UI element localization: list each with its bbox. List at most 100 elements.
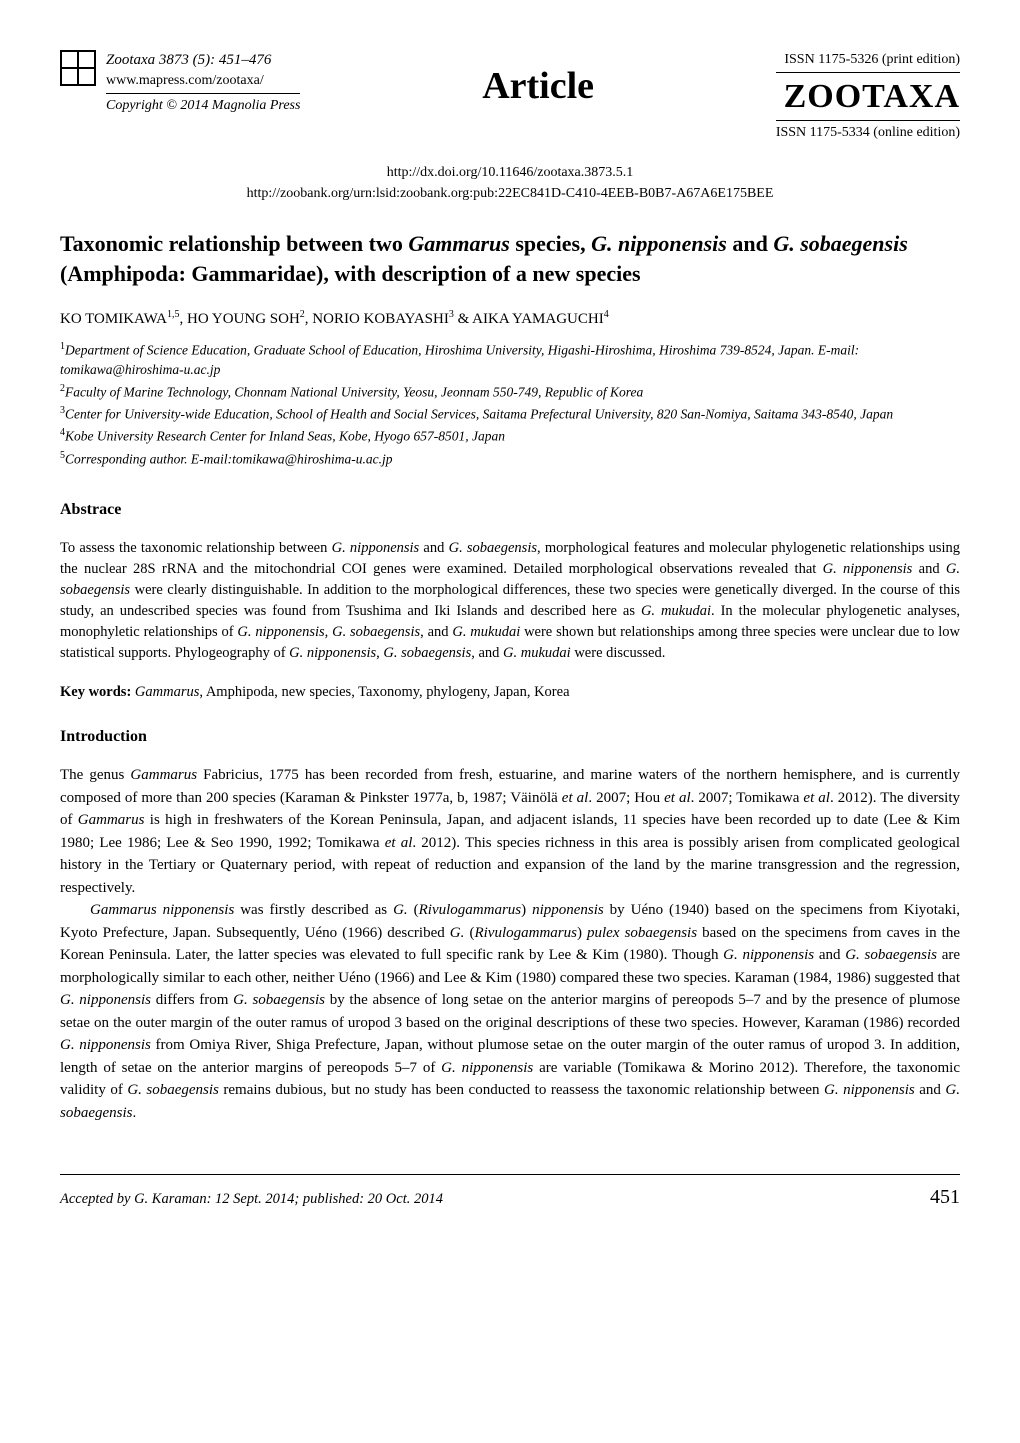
zoobank-url: http://zoobank.org/urn:lsid:zoobank.org:… xyxy=(60,184,960,204)
intro-text: and xyxy=(814,947,845,963)
intro-italic: G. sobaegensis xyxy=(233,992,325,1008)
aff-text: Corresponding author. E-mail:tomikawa@hi… xyxy=(65,451,393,466)
abs-text: To assess the taxonomic relationship bet… xyxy=(60,540,332,556)
aff-text: Department of Science Education, Graduat… xyxy=(60,343,859,377)
abs-text: , xyxy=(325,624,332,640)
abstract-text: To assess the taxonomic relationship bet… xyxy=(60,538,960,664)
author-name: KO TOMIKAWA xyxy=(60,311,167,327)
abs-italic: G. nipponensis xyxy=(289,645,376,661)
affiliation: 4Kobe University Research Center for Inl… xyxy=(60,426,960,446)
affiliation: 1Department of Science Education, Gradua… xyxy=(60,340,960,379)
intro-italic: et al xyxy=(562,790,589,806)
aff-text: Faculty of Marine Technology, Chonnam Na… xyxy=(65,384,643,399)
author-name: , HO YOUNG SOH xyxy=(180,311,300,327)
journal-logo-icon xyxy=(60,50,96,86)
intro-italic: G. xyxy=(393,902,408,918)
issn-print: ISSN 1175-5326 (print edition) xyxy=(776,50,960,73)
intro-italic: Gammarus nipponensis xyxy=(90,902,234,918)
title-text: Taxonomic relationship between two xyxy=(60,231,408,256)
abs-italic: G. nipponensis xyxy=(823,561,913,577)
intro-italic: pulex sobaegensis xyxy=(587,925,697,941)
title-italic: G. nipponensis xyxy=(591,231,727,256)
intro-text: and xyxy=(915,1082,946,1098)
intro-text: was firstly described as xyxy=(234,902,393,918)
intro-text: . xyxy=(133,1105,137,1121)
abstract-heading: Abstrace xyxy=(60,499,960,521)
abs-text: and xyxy=(419,540,448,556)
intro-text: . 2007; Tomikawa xyxy=(691,790,804,806)
footer: Accepted by G. Karaman: 12 Sept. 2014; p… xyxy=(60,1174,960,1211)
intro-italic: et al xyxy=(385,835,413,851)
keywords-label: Key words: xyxy=(60,684,131,700)
abs-text: , and xyxy=(420,624,452,640)
intro-text: The genus xyxy=(60,767,130,783)
intro-text: remains dubious, but no study has been c… xyxy=(219,1082,824,1098)
abs-italic: G. sobaegensis xyxy=(449,540,537,556)
journal-info: Zootaxa 3873 (5): 451–476 www.mapress.co… xyxy=(106,50,300,115)
issn-online: ISSN 1175-5334 (online edition) xyxy=(776,120,960,143)
title-italic: Gammarus xyxy=(408,231,509,256)
intro-italic: G. sobaegensis xyxy=(845,947,937,963)
author-name: & AIKA YAMAGUCHI xyxy=(454,311,604,327)
kw-italic: Gammarus xyxy=(135,684,199,700)
abs-italic: G. mukudai xyxy=(503,645,571,661)
abs-italic: G. nipponensis xyxy=(332,540,420,556)
abs-italic: G. sobaegensis xyxy=(332,624,420,640)
journal-url: www.mapress.com/zootaxa/ xyxy=(106,71,300,91)
intro-italic: Rivulogammarus xyxy=(419,902,522,918)
kw-text: , Amphipoda, new species, Taxonomy, phyl… xyxy=(199,684,569,700)
intro-italic: G. nipponensis xyxy=(60,992,151,1008)
title-text: species, xyxy=(510,231,591,256)
intro-text: differs from xyxy=(151,992,233,1008)
abs-italic: G. sobaegensis xyxy=(383,645,471,661)
intro-paragraph: The genus Gammarus Fabricius, 1775 has b… xyxy=(60,764,960,899)
doi-links: http://dx.doi.org/10.11646/zootaxa.3873.… xyxy=(60,163,960,204)
affiliations: 1Department of Science Education, Gradua… xyxy=(60,340,960,469)
intro-italic: Gammarus xyxy=(78,812,145,828)
accepted-date: Accepted by G. Karaman: 12 Sept. 2014; p… xyxy=(60,1189,443,1209)
author-sup: 1,5 xyxy=(167,309,180,320)
intro-italic: G. nipponensis xyxy=(441,1060,533,1076)
abs-text: , and xyxy=(471,645,503,661)
title-italic: G. sobaegensis xyxy=(773,231,907,256)
intro-italic: et al xyxy=(664,790,691,806)
zootaxa-logo-text: ZOOTAXA xyxy=(776,73,960,121)
author-name: , NORIO KOBAYASHI xyxy=(305,311,449,327)
keywords: Key words: Gammarus, Amphipoda, new spec… xyxy=(60,682,960,702)
intro-italic: G. nipponensis xyxy=(824,1082,915,1098)
title-text: and xyxy=(727,231,773,256)
intro-italic: et al xyxy=(803,790,830,806)
header-right-block: ISSN 1175-5326 (print edition) ZOOTAXA I… xyxy=(776,50,960,143)
header-left-block: Zootaxa 3873 (5): 451–476 www.mapress.co… xyxy=(60,50,300,115)
intro-text: . 2007; Hou xyxy=(588,790,664,806)
page-number: 451 xyxy=(930,1183,960,1211)
intro-italic: G. nipponensis xyxy=(723,947,814,963)
aff-text: Center for University-wide Education, Sc… xyxy=(65,407,893,422)
intro-italic: Gammarus xyxy=(130,767,197,783)
author-sup: 4 xyxy=(604,309,609,320)
intro-paragraph: Gammarus nipponensis was firstly describ… xyxy=(60,899,960,1124)
affiliation: 3Center for University-wide Education, S… xyxy=(60,404,960,424)
header-row: Zootaxa 3873 (5): 451–476 www.mapress.co… xyxy=(60,50,960,143)
intro-italic: G. sobaegensis xyxy=(127,1082,219,1098)
abs-text: were discussed. xyxy=(571,645,666,661)
intro-italic: Rivulogammarus xyxy=(474,925,577,941)
introduction-text: The genus Gammarus Fabricius, 1775 has b… xyxy=(60,764,960,1124)
intro-text: ( xyxy=(408,902,419,918)
intro-text: ) xyxy=(577,925,587,941)
intro-text: ( xyxy=(464,925,474,941)
journal-citation: Zootaxa 3873 (5): 451–476 xyxy=(106,50,300,71)
abs-italic: G. mukudai xyxy=(452,624,520,640)
paper-title: Taxonomic relationship between two Gamma… xyxy=(60,229,960,288)
abs-text: and xyxy=(912,561,946,577)
aff-text: Kobe University Research Center for Inla… xyxy=(65,429,505,444)
intro-italic: G. nipponensis xyxy=(60,1037,151,1053)
intro-italic: G. xyxy=(450,925,465,941)
intro-italic: nipponensis xyxy=(532,902,604,918)
affiliation: 2Faculty of Marine Technology, Chonnam N… xyxy=(60,382,960,402)
abs-italic: G. mukudai xyxy=(641,603,711,619)
abs-italic: G. nipponensis xyxy=(237,624,324,640)
authors: KO TOMIKAWA1,5, HO YOUNG SOH2, NORIO KOB… xyxy=(60,308,960,330)
doi-url: http://dx.doi.org/10.11646/zootaxa.3873.… xyxy=(60,163,960,183)
article-label: Article xyxy=(300,60,775,113)
